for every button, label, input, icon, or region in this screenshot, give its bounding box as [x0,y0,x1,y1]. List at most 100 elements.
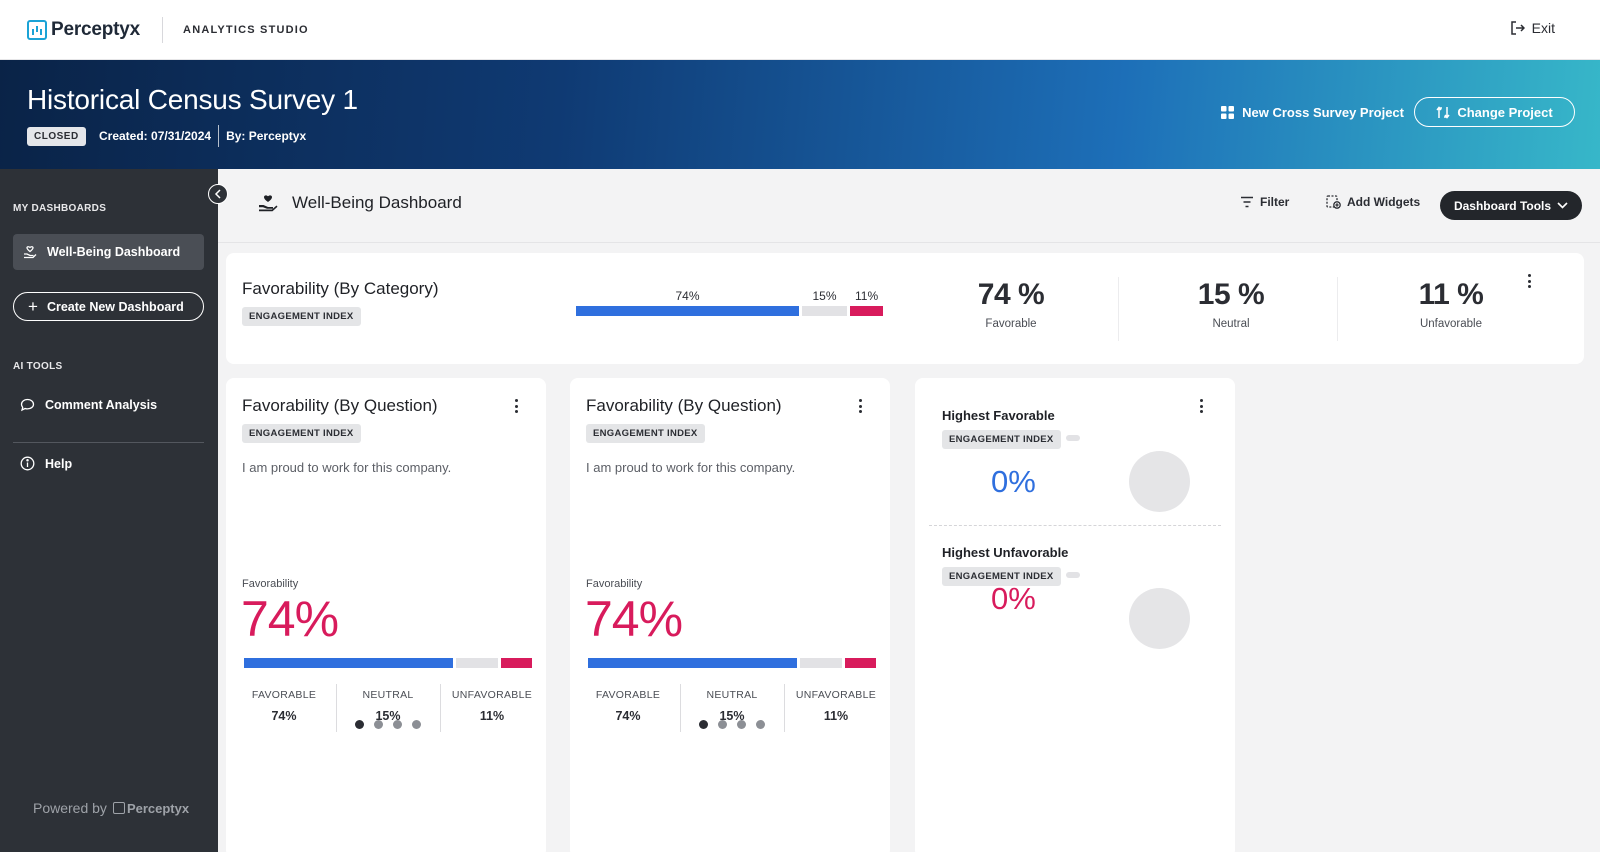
highest-unfavorable-value: 0% [991,581,1036,616]
column-heading: FAVORABLE [595,689,661,701]
meta-divider [218,125,220,147]
stat-divider [1337,277,1338,341]
filter-icon [1241,196,1253,208]
exit-icon [1510,21,1525,35]
dashboard-tools-label: Dashboard Tools [1453,198,1552,213]
column-value: 74% [615,709,641,723]
engagement-index-tag: ENGAGEMENT INDEX [242,307,361,326]
favorable-bar [576,306,799,316]
add-widgets-button[interactable]: Add Widgets [1326,195,1420,209]
created-date: Created: 07/31/2024 [99,129,212,143]
dashboard-header: Well-Being Dashboard Filter Add Widgets … [218,169,1600,243]
my-dashboards-heading: MY DASHBOARDS [13,203,107,214]
add-widget-icon [1326,195,1341,209]
main-content: Well-Being Dashboard Filter Add Widgets … [218,169,1600,852]
survey-title: Historical Census Survey 1 [27,84,358,115]
neutral-bar-label: 15% [812,289,837,303]
stat-label: Favorable [985,318,1037,330]
hand-heart-icon [24,246,37,259]
unfavorable-bar-label: 11% [855,289,879,303]
powered-by: Powered by Perceptyx [33,800,189,816]
favorable-bar-label: 74% [675,289,700,303]
pagination-dot[interactable] [412,720,421,729]
favorability-by-question-card: Favorability (By Question) ENGAGEMENT IN… [570,378,890,852]
filter-label: Filter [1260,195,1290,209]
engagement-index-tag: ENGAGEMENT INDEX [942,567,1061,586]
favorable-bar [244,658,453,668]
card-title: Favorability (By Question) [242,396,438,415]
question-text: I am proud to work for this company. [242,460,452,475]
column-divider [784,684,785,732]
highest-unfavorable-title: Highest Unfavorable [942,545,1069,560]
powered-by-text: Powered by [33,800,107,816]
pagination-dot[interactable] [699,720,708,729]
sidebar-item-comment-analysis[interactable]: Comment Analysis [20,398,157,412]
product-name: ANALYTICS STUDIO [183,23,309,36]
section-divider [929,525,1221,526]
stat-label: Unfavorable [1419,318,1482,330]
chat-bubble-icon [20,398,35,412]
engagement-index-tag: ENGAGEMENT INDEX [242,424,361,443]
chevron-down-icon [1557,202,1568,209]
pagination-dot[interactable] [374,720,383,729]
exit-button[interactable]: Exit [1510,20,1555,36]
pagination-dots [355,720,431,729]
pagination-dot[interactable] [393,720,402,729]
stat-value: 15 % [1197,278,1265,311]
neutral-bar [802,306,847,316]
new-cross-survey-button[interactable]: New Cross Survey Project [1221,105,1404,120]
placeholder-pill [1066,435,1080,441]
change-project-label: Change Project [1457,104,1553,120]
kebab-icon[interactable] [511,399,521,415]
create-new-dashboard-button[interactable]: + Create New Dashboard [13,292,204,321]
column-value: 15% [375,709,401,723]
filter-button[interactable]: Filter [1240,195,1289,209]
collapse-sidebar-button[interactable] [208,184,228,204]
kebab-icon[interactable] [1196,399,1206,415]
pagination-dot[interactable] [737,720,746,729]
topbar-divider [162,16,164,43]
sidebar: MY DASHBOARDS Well-Being Dashboard + Cre… [0,169,218,852]
favorability-by-category-card: Favorability (By Category) ENGAGEMENT IN… [226,253,1584,364]
highest-favorable-value: 0% [991,464,1036,499]
neutral-column: NEUTRAL 15% [336,689,440,723]
sidebar-item-label: Comment Analysis [45,398,158,412]
column-divider [336,684,337,732]
plus-icon: + [28,297,38,316]
placeholder-avatar [1129,588,1190,649]
neutral-column: NEUTRAL 15% [680,689,784,723]
brand-name: Perceptyx [51,18,141,40]
highest-favorability-card: Highest Favorable ENGAGEMENT INDEX 0% Hi… [915,378,1235,852]
sidebar-item-well-being-dashboard[interactable]: Well-Being Dashboard [13,234,204,270]
favorability-value: 74% [585,591,683,647]
favorability-label: Favorability [586,578,643,590]
sidebar-item-help[interactable]: Help [20,456,72,471]
stat-label: Neutral [1212,318,1250,330]
unfavorable-bar [501,658,532,668]
unfavorable-bar [850,306,883,316]
kebab-icon[interactable] [855,399,865,415]
pagination-dot[interactable] [718,720,727,729]
column-value: 74% [271,709,297,723]
unfavorable-bar [845,658,876,668]
change-project-button[interactable]: Change Project [1414,97,1575,127]
favorability-value: 74% [241,591,339,647]
survey-header: Historical Census Survey 1 CLOSED Create… [0,60,1600,169]
pagination-dot[interactable] [355,720,364,729]
stat-divider [1118,277,1119,341]
column-value: 11% [823,709,849,723]
card-title: Favorability (By Question) [586,396,782,415]
hand-heart-icon [259,195,278,212]
kebab-icon[interactable] [1524,274,1534,290]
ai-tools-heading: AI TOOLS [13,361,63,372]
favorability-by-question-card: Favorability (By Question) ENGAGEMENT IN… [226,378,546,852]
dashboard-tools-button[interactable]: Dashboard Tools [1440,191,1582,220]
highest-favorable-title: Highest Favorable [942,408,1055,423]
neutral-bar [456,658,498,668]
create-new-dashboard-label: Create New Dashboard [46,299,184,314]
pagination-dot[interactable] [756,720,765,729]
column-heading: NEUTRAL [706,689,758,701]
logo[interactable]: Perceptyx [27,19,140,41]
column-value: 15% [719,709,745,723]
add-widgets-label: Add Widgets [1347,195,1421,209]
